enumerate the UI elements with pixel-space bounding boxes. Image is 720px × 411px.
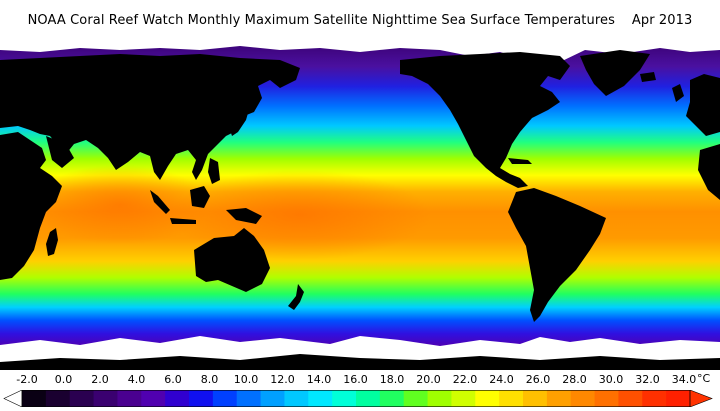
colorbar-tick-label: 24.0	[489, 373, 514, 386]
colorbar-tick-label: -2.0	[16, 373, 38, 386]
land-new-zealand	[288, 284, 304, 310]
colorbar-swatch	[427, 390, 452, 407]
title-date: Apr 2013	[631, 12, 693, 28]
title-text: NOAA Coral Reef Watch Monthly Maximum Sa…	[27, 12, 615, 28]
colorbar-frame	[21, 390, 691, 407]
colorbar-swatch	[403, 390, 429, 407]
colorbar-swatch	[618, 390, 643, 407]
colorbar-swatch	[165, 390, 190, 407]
colorbar-tick-label: 32.0	[635, 373, 660, 386]
colorbar-left-arrow	[3, 390, 23, 407]
colorbar-tick-label: 28.0	[562, 373, 587, 386]
colorbar-swatch	[523, 390, 548, 407]
colorbar-tick-label: 16.0	[343, 373, 368, 386]
colorbar-swatch	[475, 390, 500, 407]
colorbar-swatch	[642, 390, 667, 407]
colorbar-swatch	[45, 390, 71, 407]
colorbar-tick-label: 8.0	[200, 373, 219, 386]
land-africa	[0, 132, 62, 280]
land-europe-west	[686, 74, 720, 136]
colorbar-swatch	[594, 390, 619, 407]
colorbar-swatch	[284, 390, 309, 407]
land-uk	[672, 84, 684, 102]
land-philippines	[208, 158, 220, 184]
colorbar-tick-label: 22.0	[452, 373, 478, 386]
colorbar-tick-label: 18.0	[379, 373, 405, 386]
land-australia	[194, 228, 270, 292]
colorbar-swatch	[189, 390, 214, 407]
land-japan	[230, 98, 250, 136]
colorbar-swatch	[212, 390, 238, 407]
colorbar-tick-label: 6.0	[164, 373, 182, 386]
colorbar-swatch	[69, 390, 95, 407]
colorbar-tick-label: 30.0	[598, 373, 624, 386]
colorbar-tick-label: 2.0	[91, 373, 109, 386]
land-north-america	[400, 52, 570, 188]
colorbar-tick-label: 10.0	[233, 373, 259, 386]
land-cuba	[508, 158, 532, 164]
colorbar-tick-labels: -2.0 0.0 2.0 4.0 6.0 8.0 10.0 12.0 14.0 16.0 18.0 2…	[0, 373, 720, 389]
colorbar-swatch	[236, 390, 262, 407]
colorbar-swatch	[356, 390, 381, 407]
colorbar-swatch	[93, 390, 118, 407]
colorbar-swatch	[546, 390, 572, 407]
colorbar-unit: °C	[697, 372, 711, 385]
land-java	[170, 218, 196, 224]
colorbar-swatch	[22, 390, 47, 407]
land-greenland	[580, 50, 650, 96]
colorbar-tick-label: 34.0	[671, 373, 697, 386]
colorbar-swatch	[570, 390, 596, 407]
colorbar-tick-label: 4.0	[127, 373, 146, 386]
land-arabia	[46, 136, 74, 168]
colorbar-swatch	[499, 390, 524, 407]
land-sumatra	[150, 190, 170, 214]
colorbar-swatch	[332, 390, 357, 407]
land-west-africa	[698, 144, 720, 200]
colorbar-tick-label: 20.0	[416, 373, 441, 386]
colorbar-tick-label: 12.0	[270, 373, 295, 386]
land-antarctica	[0, 354, 720, 370]
land-masses	[0, 50, 720, 370]
colorbar-tick-label: 26.0	[525, 373, 551, 386]
land-iceland	[640, 72, 656, 82]
land-borneo	[190, 186, 210, 208]
sst-world-map	[0, 40, 720, 370]
land-south-america	[508, 188, 606, 322]
land-eurasia	[0, 54, 300, 180]
warm-pool-indian	[30, 165, 210, 245]
colorbar	[3, 390, 713, 407]
land-new-guinea	[226, 208, 262, 224]
colorbar-swatch	[451, 390, 476, 407]
colorbar-swatch	[308, 390, 333, 407]
map-title: NOAA Coral Reef Watch Monthly Maximum Sa…	[0, 0, 720, 40]
colorbar-tick-label: 0.0	[54, 373, 73, 386]
colorbar-swatch	[379, 390, 405, 407]
colorbar-swatch	[666, 390, 691, 407]
colorbar-swatch	[117, 390, 142, 407]
colorbar-swatch	[260, 390, 285, 407]
land-madagascar	[46, 228, 58, 256]
colorbar-swatch	[141, 390, 166, 407]
colorbar-right-arrow	[689, 390, 713, 407]
colorbar-tick-label: 14.0	[306, 373, 332, 386]
